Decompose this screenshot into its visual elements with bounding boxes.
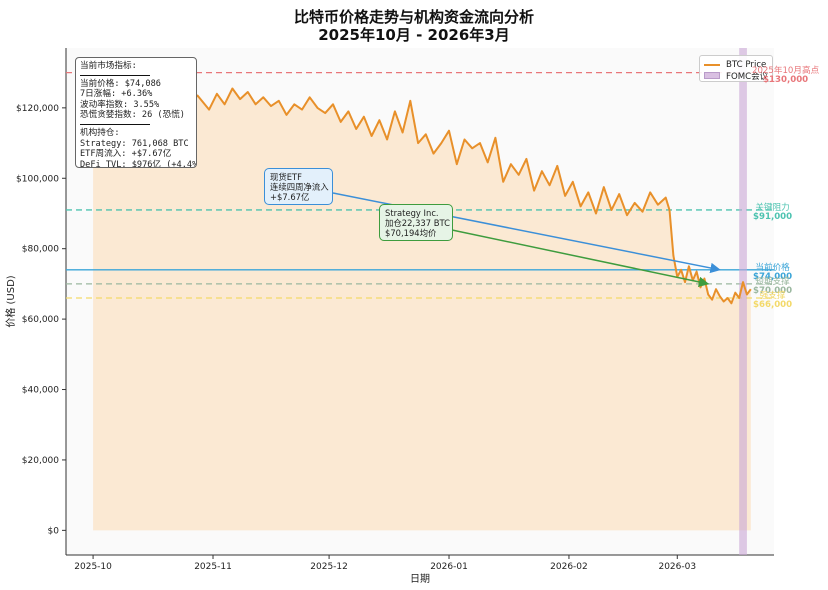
y-tick-label: $40,000 [22,386,59,396]
high-ref-value: $130,000 [763,75,809,85]
y-axis-label: 价格 (USD) [4,275,17,327]
strategy-annotation-line1: Strategy Inc. [385,208,439,218]
x-tick-label: 2025-11 [194,562,232,572]
info-defi-tvl: DeFi TVL: $976亿 (+4.4%) [80,159,197,168]
info-holdings-header: 机构持仓: [80,127,120,138]
high-ref-label: 2025年10月高点 $130,000 [752,67,819,85]
x-tick-label: 2026-03 [658,562,696,572]
y-tick-label: $100,000 [16,174,59,184]
legend-line-swatch [704,63,720,66]
support70-ref-label: 短期支撑 $70,000 [753,278,792,296]
current-ref-label: 当前价格 $74,000 [753,264,792,282]
info-header: 当前市场指标: [80,61,137,71]
legend-patch-swatch [704,72,720,79]
chart-title: 比特币价格走势与机构资金流向分析 [293,8,534,26]
info-etf-inflow: ETF周流入: +$7.67亿 [80,149,172,160]
etf-annotation-line2: 连续四周净流入 [270,182,329,193]
chart-legend: BTC Price FOMC会议 [699,55,773,82]
x-tick-label: 2026-01 [430,562,468,572]
current-ref-value: $74,000 [753,272,793,282]
legend-item-fomc: FOMC会议 [704,70,769,82]
info-current-price: 当前价格: $74,086 [80,78,161,89]
support70-ref-name: 短期支撑 [755,277,790,287]
etf-annotation: 现货ETF 连续四周净流入 +$7.67亿 [264,168,333,205]
legend-label-fomc: FOMC会议 [726,71,769,82]
high-ref-name: 2025年10月高点 [752,66,820,76]
x-tick-label: 2025-10 [74,562,112,572]
strategy-annotation: Strategy Inc. 加仓22,337 BTC $70,194均价 [379,204,453,241]
y-tick-label: $60,000 [22,315,59,325]
x-tick-label: 2025-12 [310,562,348,572]
resistance-ref-value: $91,000 [753,212,793,222]
etf-annotation-line1: 现货ETF [270,172,302,182]
etf-annotation-line3: +$7.67亿 [270,192,310,203]
y-tick-label: $20,000 [22,456,59,466]
info-volatility: 波动率指数: 3.55% [80,99,160,110]
btc-price-line [92,78,752,305]
support66-ref-value: $66,000 [753,300,793,310]
chart-subtitle: 2025年10月 - 2026年3月 [318,26,510,44]
x-tick-label: 2026-02 [550,562,588,572]
info-strategy-holdings: Strategy: 761,068 BTC [80,138,189,149]
current-ref-name: 当前价格 [755,263,790,273]
strategy-annotation-line3: $70,194均价 [385,228,437,239]
resistance-ref-name: 关键阻力 [755,203,790,213]
strategy-annotation-line2: 加仓22,337 BTC [385,218,450,229]
y-tick-label: $0 [48,526,60,536]
y-tick-label: $120,000 [16,104,59,114]
price-area-fill [93,79,751,531]
info-divider [80,123,150,125]
support70-ref-value: $70,000 [753,286,793,296]
info-fear-greed: 恐慌贪婪指数: 26 (恐慌) [80,110,185,121]
info-divider [80,74,150,76]
support66-ref-name: 强支撑 [759,291,786,301]
support66-ref-label: 强支撑 $66,000 [753,292,792,310]
y-tick-label: $80,000 [22,245,59,255]
strategy-arrow [451,229,710,288]
x-axis-label: 日期 [410,573,430,585]
fomc-shaded-region [739,48,747,555]
legend-label-price: BTC Price [726,59,767,70]
resistance-ref-label: 关键阻力 $91,000 [753,204,792,222]
market-indicators-box: 当前市场指标: 当前价格: $74,086 7日涨幅: +6.36% 波动率指数… [75,57,197,168]
legend-item-price: BTC Price [704,59,766,70]
info-7d-change: 7日涨幅: +6.36% [80,89,153,100]
